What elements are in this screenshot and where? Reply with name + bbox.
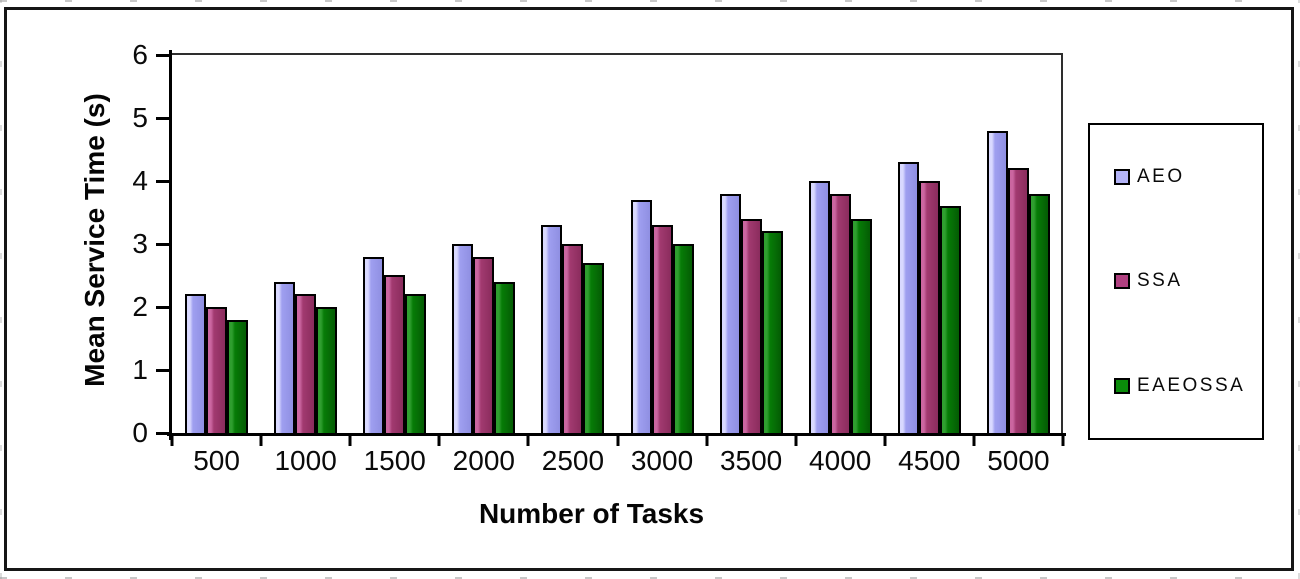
x-tick-label: 4500 — [898, 445, 961, 476]
bar-eaeossa — [761, 231, 783, 433]
bar-aeo — [274, 282, 296, 433]
plot-border-right — [1061, 53, 1063, 434]
bar-ssa — [562, 244, 584, 433]
bar-ssa — [829, 194, 851, 433]
legend-marker-icon — [1114, 377, 1130, 394]
legend-entry-eaeossa: EAEOSSA — [1114, 375, 1262, 397]
bar-group-2000 — [439, 55, 528, 433]
y-tick-label: 0 — [132, 417, 148, 448]
bar-eaeossa — [939, 206, 961, 433]
x-tick — [170, 436, 174, 446]
legend-entry-aeo: AEO — [1114, 166, 1262, 188]
plot-border-top — [172, 53, 1063, 55]
x-tick — [883, 436, 887, 446]
bar-eaeossa — [583, 263, 605, 433]
plot-area: 0 1 2 3 4 5 6 — [132, 40, 1065, 448]
legend-marker-icon — [1114, 169, 1130, 186]
y-tick-label: 3 — [132, 228, 148, 259]
bar-eaeossa — [672, 244, 694, 433]
bar-ssa — [473, 257, 495, 433]
bar-eaeossa — [405, 294, 427, 433]
bar-ssa — [918, 181, 940, 433]
legend-label: AEO — [1137, 166, 1185, 188]
legend-marker-icon — [1114, 273, 1130, 290]
bar-group-1500 — [350, 55, 439, 433]
y-tick — [156, 116, 170, 120]
y-tick-label: 5 — [132, 102, 148, 133]
x-tick-label: 500 — [193, 445, 240, 476]
bar-aeo — [185, 294, 207, 433]
x-tick — [794, 436, 798, 446]
bar-eaeossa — [850, 219, 872, 433]
x-axis-title: Number of Tasks — [478, 498, 705, 529]
x-tick — [972, 436, 976, 446]
x-tick-label: 1000 — [274, 445, 337, 476]
x-tick — [348, 436, 352, 446]
bar-ssa — [740, 219, 762, 433]
bar-aeo — [986, 131, 1008, 433]
x-tick-label: 2500 — [541, 445, 605, 476]
y-tick — [156, 305, 170, 309]
bar-group-2500 — [528, 55, 617, 433]
bar-group-5000 — [974, 55, 1063, 433]
y-tick-label: 1 — [132, 354, 148, 385]
bar-aeo — [719, 194, 741, 433]
legend-box: AEO SSA EAEOSSA — [1088, 123, 1264, 440]
x-tick — [437, 436, 441, 446]
x-tick — [1061, 436, 1065, 446]
bottom-edge-dashes — [0, 577, 1300, 579]
x-tick-label: 4000 — [809, 445, 872, 476]
x-tick-labels: 500 1000 1500 2000 2500 3000 3500 4000 4500 5000 — [172, 445, 1063, 477]
bar-eaeossa — [227, 320, 249, 433]
legend-label: SSA — [1137, 270, 1183, 292]
bar-aeo — [897, 162, 919, 433]
bar-eaeossa — [1028, 194, 1050, 433]
y-tick — [156, 53, 170, 57]
left-edge-dashes — [0, 0, 2, 579]
legend-label: EAEOSSA — [1137, 374, 1246, 396]
bar-ssa — [384, 275, 406, 433]
bar-eaeossa — [316, 307, 338, 433]
bar-aeo — [630, 200, 652, 433]
x-axis-line — [167, 433, 1066, 436]
bar-group-3000 — [617, 55, 706, 433]
bar-group-3500 — [707, 55, 796, 433]
x-tick-label: 5000 — [987, 445, 1050, 476]
x-tick-label: 3000 — [630, 445, 694, 476]
bar-ssa — [651, 225, 673, 433]
bar-group-4500 — [885, 55, 974, 433]
bar-aeo — [541, 225, 563, 433]
right-edge-dashes — [1298, 0, 1300, 579]
legend-entry-ssa: SSA — [1114, 270, 1262, 292]
y-tick — [156, 431, 170, 435]
y-tick-label: 6 — [132, 39, 148, 70]
x-tick — [705, 436, 709, 446]
bar-ssa — [1007, 168, 1029, 433]
y-axis-line — [169, 50, 172, 440]
bar-ssa — [295, 294, 317, 433]
bar-eaeossa — [494, 282, 516, 433]
y-tick-label: 2 — [132, 291, 148, 322]
x-tick-label: 1500 — [363, 445, 426, 476]
bar-aeo — [363, 257, 385, 433]
top-edge-dashes — [0, 0, 1300, 2]
bar-groups — [172, 55, 1063, 433]
x-tick-label: 3500 — [719, 445, 783, 476]
x-tick-label: 2000 — [452, 445, 515, 476]
bar-aeo — [452, 244, 474, 433]
bar-aeo — [808, 181, 830, 433]
y-tick — [156, 242, 170, 246]
x-tick — [616, 436, 619, 446]
bar-ssa — [206, 307, 228, 433]
y-tick — [156, 179, 170, 183]
x-tick — [526, 436, 530, 446]
bar-group-1000 — [261, 55, 350, 433]
y-tick — [156, 368, 170, 372]
y-tick-label: 4 — [132, 165, 148, 196]
bar-group-500 — [172, 55, 261, 433]
bar-group-4000 — [796, 55, 885, 433]
x-tick — [259, 436, 263, 446]
